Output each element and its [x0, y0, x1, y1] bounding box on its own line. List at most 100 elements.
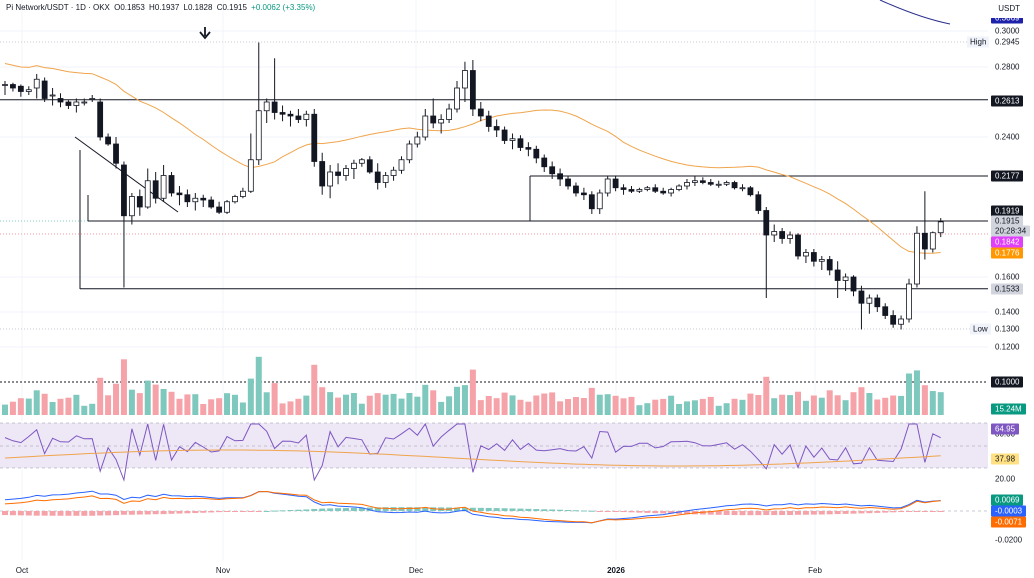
candle-body [525, 147, 532, 150]
candle-body [858, 290, 865, 304]
ma-fast-pill: 0.1842 [991, 236, 1024, 248]
volume-bar [541, 393, 548, 415]
volume-bar [485, 396, 492, 415]
candle-body [113, 143, 119, 164]
volume-bar [311, 364, 318, 415]
candle-body [422, 115, 429, 138]
macd-histogram-bar [271, 510, 278, 512]
volume-bar [937, 392, 944, 415]
macd-histogram-bar [533, 509, 540, 511]
macd-histogram-bar [509, 508, 516, 511]
level-pill: 0.2613 [991, 95, 1024, 107]
candle-body [454, 87, 460, 110]
candle-body [279, 112, 286, 115]
price-pill-top-partial: 0.3069 [991, 18, 1024, 24]
macd-histogram-bar [557, 509, 564, 511]
volume-bar [9, 401, 16, 415]
candle-body [644, 187, 651, 190]
candle-body [469, 70, 476, 110]
volume-bar [17, 398, 24, 415]
candle-body [255, 110, 262, 161]
candle-body [160, 175, 167, 199]
volume-bar [160, 389, 167, 415]
candle-body [596, 192, 603, 210]
macd-signal-line [4, 490, 941, 524]
candle-body [406, 143, 413, 161]
macd-histogram-bar [493, 508, 500, 511]
candle-body [850, 276, 857, 292]
candle-body [517, 138, 524, 148]
volume-bar [588, 387, 595, 415]
macd-histogram-bar [49, 511, 56, 516]
x-axis-label: Nov [215, 566, 231, 575]
macd-histogram-bar [818, 511, 825, 515]
candle-body [327, 171, 334, 187]
candle-body [105, 136, 111, 145]
macd-histogram-bar [224, 511, 231, 512]
volume-bar [676, 404, 683, 415]
low-tag: Low [970, 323, 991, 335]
macd-histogram-bar [921, 511, 928, 512]
candle-body [842, 276, 849, 281]
volume-bar [731, 398, 738, 415]
macd-histogram-bar [795, 511, 801, 515]
macd-histogram-bar [604, 511, 611, 512]
candle-body [128, 196, 135, 217]
candle-body [906, 283, 912, 320]
volume-bar [263, 392, 270, 415]
candle-body [890, 315, 897, 325]
macd-histogram-bar [160, 511, 167, 515]
macd-histogram-bar [779, 511, 786, 516]
volume-bar [422, 384, 429, 415]
candle-body [414, 136, 421, 145]
candle-body [763, 210, 770, 236]
volume-bar [255, 356, 262, 415]
macd-histogram-bar [842, 511, 849, 514]
macd-histogram-bar [802, 511, 809, 515]
candle-body [779, 231, 786, 239]
macd-histogram-bar [105, 511, 112, 516]
volume-bar [216, 398, 223, 415]
low-value: L0.1828 [183, 3, 213, 12]
candle-body [224, 201, 230, 213]
candle-body [541, 157, 548, 168]
candle-body [628, 189, 635, 192]
volume-bar [509, 395, 516, 415]
volume-bar [398, 398, 405, 415]
macd-histogram-bar [73, 511, 80, 516]
macd-histogram-bar [136, 511, 143, 515]
macd-histogram-bar [707, 511, 714, 515]
volume-bar [882, 397, 889, 415]
macd-histogram-bar [17, 511, 24, 516]
macd-histogram-bar [382, 507, 389, 511]
candle-body [715, 183, 722, 186]
price-tick: 0.1200 [995, 342, 1020, 352]
volume-bar [866, 393, 873, 415]
macd-histogram-bar [184, 511, 191, 514]
level-pill: 0.2177 [991, 170, 1024, 182]
volume-bar [723, 403, 730, 415]
volume-bar [628, 396, 635, 415]
macd-signal-pill: -0.0071 [991, 516, 1027, 528]
volume-bar [152, 384, 159, 415]
macd-histogram-bar [652, 511, 659, 514]
high-price-label: 0.2945 [995, 37, 1020, 47]
macd-histogram-bar [120, 511, 127, 515]
candle-body [200, 197, 207, 201]
macd-histogram-bar [596, 511, 603, 512]
macd-histogram-bar [874, 511, 881, 513]
rsi-value-pill: 64.95 [991, 423, 1020, 435]
symbol-name[interactable]: Pi Network/USDT · 1D · OKX [6, 3, 110, 12]
macd-histogram-bar [731, 511, 738, 516]
volume-bar [57, 398, 64, 415]
volume-bar [430, 390, 437, 415]
macd-histogram-bar [152, 511, 159, 515]
candle-body [33, 78, 40, 89]
candle-body [136, 196, 143, 208]
volume-bar [33, 390, 40, 415]
candle-body [2, 84, 8, 86]
candle-body [565, 178, 571, 187]
axis-unit[interactable]: USDT [998, 4, 1020, 13]
candle-body [580, 192, 587, 196]
